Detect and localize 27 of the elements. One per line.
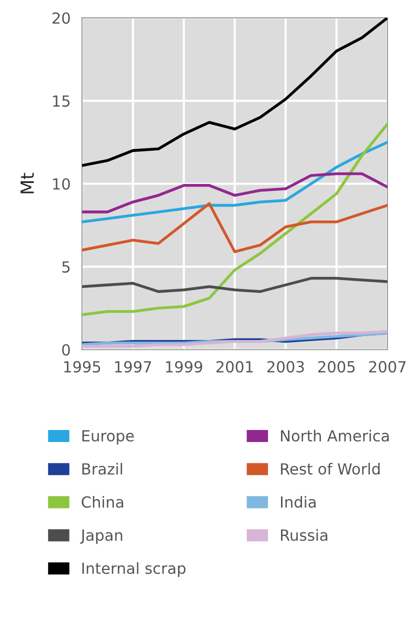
legend-label: Japan <box>80 530 122 544</box>
y-tick-label: 5 <box>62 261 70 273</box>
y-tick-label: 20 <box>52 12 70 24</box>
x-tick-label: 1997 <box>115 361 152 373</box>
line-series <box>82 122 388 316</box>
x-tick-label: 2007 <box>369 361 406 373</box>
y-tick-label: 0 <box>62 344 70 356</box>
line-series <box>82 202 388 254</box>
x-tick-label: 1995 <box>64 361 100 373</box>
x-tick-label: 1999 <box>166 361 202 373</box>
legend-label: Brazil <box>82 462 122 475</box>
legend-label: China <box>82 496 124 508</box>
y-tick-label: 15 <box>53 95 70 107</box>
y-axis-title: Mt <box>20 172 34 194</box>
y-tick-label: 10 <box>53 178 70 190</box>
line-series <box>82 140 388 224</box>
line-series <box>82 276 388 293</box>
legend-label: Internal scrap <box>82 562 186 577</box>
legend-label: Europe <box>82 430 134 445</box>
legend-label: India <box>281 496 316 508</box>
legend-label: Rest of World <box>281 462 380 475</box>
x-tick-label: 2005 <box>318 361 355 373</box>
x-tick-label: 2001 <box>216 361 253 373</box>
line-series <box>82 172 388 214</box>
x-tick-label: 2003 <box>267 361 304 373</box>
legend-label: North America <box>281 430 389 442</box>
legend-label: Russia <box>281 529 328 541</box>
